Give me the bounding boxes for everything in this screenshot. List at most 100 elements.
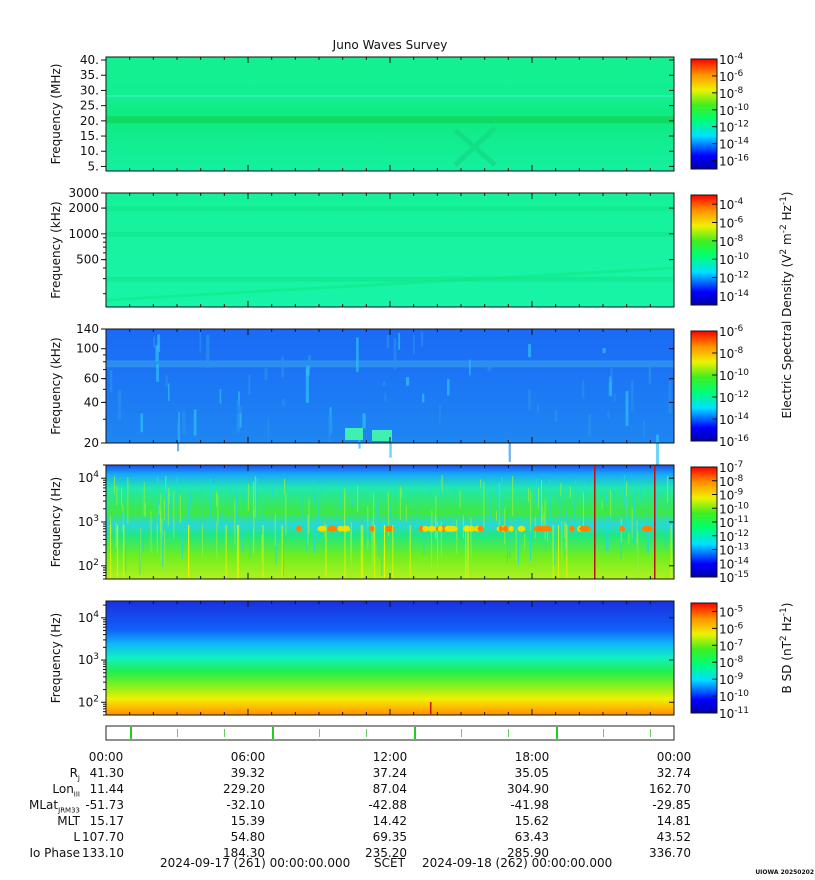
emission-streak <box>248 374 251 396</box>
colorbars: 10-4 10-6 10-8 10-10 10-12 10-14 10-16 10-4 10-6… <box>690 52 749 721</box>
emission-streak <box>583 480 585 494</box>
emission-streak <box>243 484 245 499</box>
emission-streak <box>539 496 541 516</box>
emission-streak <box>281 399 285 407</box>
emission-streak <box>430 702 432 714</box>
emission-streak <box>409 525 411 579</box>
orbit-mark <box>224 729 225 737</box>
emission-band <box>106 116 674 124</box>
emission-streak <box>654 465 656 579</box>
emission-streak <box>422 393 425 403</box>
emission-streak <box>160 494 162 514</box>
emission-streak <box>605 517 607 551</box>
emission-streak <box>564 521 566 539</box>
emission-streak <box>261 534 263 562</box>
emission-streak <box>117 390 122 421</box>
emission-streak <box>560 483 562 496</box>
emission-streak <box>441 475 443 493</box>
emission-streak <box>187 489 189 519</box>
emission-streak <box>524 533 526 550</box>
emission-streak <box>219 389 222 404</box>
emission-streak <box>429 486 431 497</box>
emission-streak <box>668 404 672 414</box>
emission-streak <box>350 529 352 560</box>
emission-streak <box>668 381 672 413</box>
y-tick-label: 104 <box>78 610 99 625</box>
emission-streak <box>115 522 117 548</box>
y-tick-label: 500 <box>76 253 99 267</box>
y-axis-label: Frequency (kHz) <box>49 201 63 298</box>
emission-streak <box>142 515 144 552</box>
emission-streak <box>392 525 394 579</box>
emission-streak <box>389 505 391 520</box>
emission-streak <box>508 438 511 462</box>
emission-streak <box>485 487 487 535</box>
orbit-mark <box>177 729 178 737</box>
emission-streak <box>420 331 424 347</box>
emission-streak <box>236 400 240 433</box>
emission-streak <box>127 477 129 525</box>
emission-streak <box>573 500 575 534</box>
emission-blob <box>422 525 429 532</box>
emission-blob <box>418 525 424 532</box>
emission-streak <box>163 527 165 545</box>
emission-streak <box>556 491 558 536</box>
emission-streak <box>339 488 341 510</box>
e-density-mid2: Hz <box>780 205 794 224</box>
emission-streak <box>613 489 615 517</box>
orbit-mark <box>319 729 320 737</box>
emission-streak <box>393 337 397 370</box>
emission-streak <box>440 520 442 558</box>
emission-streak <box>412 334 415 354</box>
emission-streak <box>106 502 108 540</box>
emission-streak <box>582 492 584 529</box>
emission-streak <box>655 489 657 524</box>
emission-streak <box>388 506 390 537</box>
emission-streak <box>490 480 492 519</box>
ephem-value: 54.80 <box>230 830 265 844</box>
y-tick-label: 102 <box>78 694 99 709</box>
emission-streak <box>387 491 389 507</box>
emission-streak <box>462 515 464 538</box>
emission-streak <box>335 505 337 539</box>
ephem-value: -51.73 <box>85 798 124 812</box>
emission-streak <box>238 391 240 407</box>
y-axis-label: Frequency (kHz) <box>49 337 63 434</box>
emission-streak <box>201 524 203 557</box>
emission-streak <box>192 505 194 515</box>
emission-streak <box>249 510 251 559</box>
emission-streak <box>501 476 503 520</box>
emission-streak <box>467 533 469 569</box>
emission-streak <box>307 514 309 546</box>
emission-streak <box>371 521 373 569</box>
emission-streak <box>351 498 353 507</box>
emission-streak <box>357 485 359 513</box>
emission-streak <box>239 529 241 541</box>
colorbar-tick-label: 10-7 <box>719 638 743 653</box>
colorbar-tick-label: 10-14 <box>719 412 749 427</box>
emission-streak <box>669 481 671 509</box>
emission-streak <box>165 478 167 520</box>
b-label-sup2: -1 <box>779 607 789 616</box>
ephem-value: 304.90 <box>507 782 549 796</box>
emission-streak <box>554 409 558 423</box>
emission-streak <box>253 481 255 518</box>
emission-streak <box>172 485 174 510</box>
emission-streak <box>169 495 171 533</box>
emission-streak <box>164 530 166 574</box>
emission-streak <box>459 489 461 508</box>
emission-streak <box>167 487 169 527</box>
y-tick-label: 35. <box>80 68 99 82</box>
emission-streak <box>633 498 635 544</box>
y-axis-label: Frequency (Hz) <box>49 613 63 704</box>
colorbar-tick-label: 10-12 <box>719 120 749 135</box>
colorbar: 10-4 10-6 10-8 10-10 10-12 10-14 10-16 <box>690 52 749 170</box>
emission-streak <box>156 512 158 554</box>
emission-blob <box>569 525 575 532</box>
ephem-time: 12:00 <box>372 750 408 764</box>
emission-streak <box>543 513 545 529</box>
emission-streak <box>529 527 531 562</box>
orbit-mark <box>603 729 604 737</box>
emission-streak <box>628 532 630 545</box>
colorbar: 10-4 10-6 10-8 10-10 10-12 10-14 <box>690 194 749 306</box>
